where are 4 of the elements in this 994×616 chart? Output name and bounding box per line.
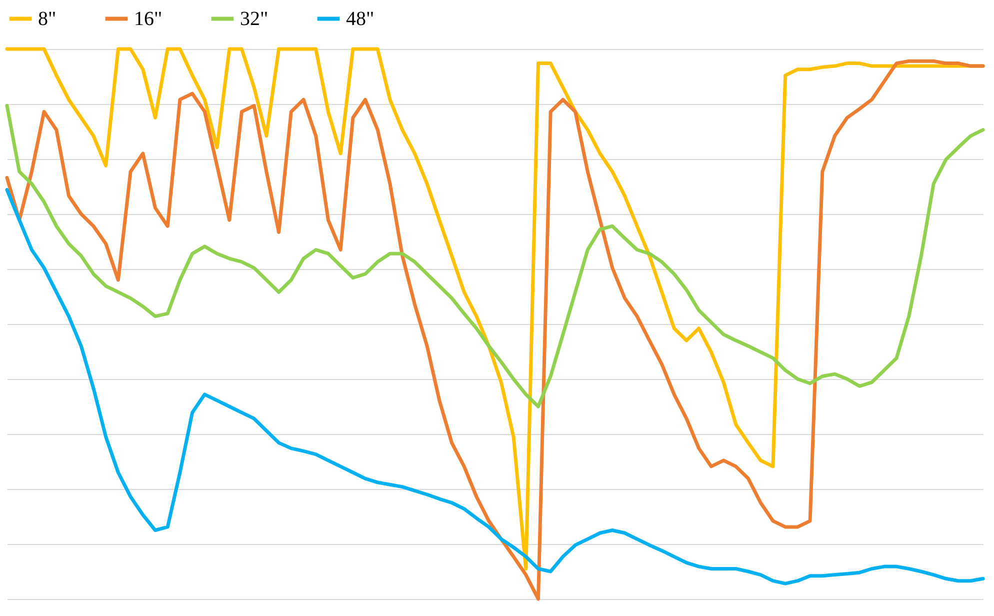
legend-label: 32" bbox=[240, 8, 268, 30]
legend-label: 16" bbox=[134, 8, 162, 30]
legend-label: 8" bbox=[38, 8, 56, 30]
legend-label: 48" bbox=[346, 8, 374, 30]
